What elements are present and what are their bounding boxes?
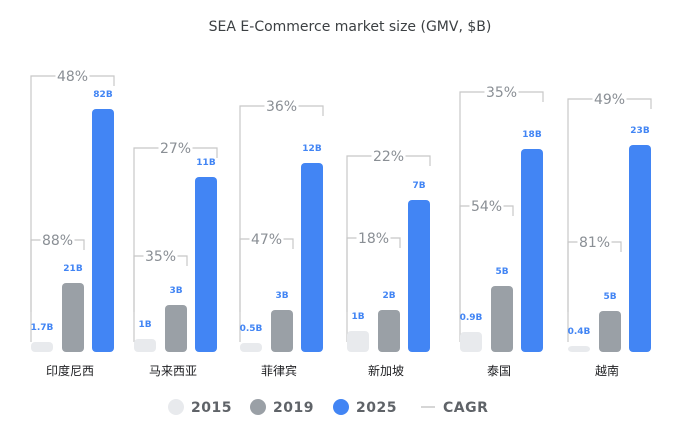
value-label-2025: 12B (302, 144, 322, 154)
cagr-label-2015-2019: 88% (42, 233, 73, 249)
legend-item: 2025 (333, 399, 397, 416)
category-label: 菲律宾 (261, 363, 297, 378)
bar-2025 (92, 109, 114, 352)
cagr-label-2015-2019: 54% (471, 199, 502, 215)
legend-label-2015: 2015 (191, 400, 232, 416)
bar-group: 35% 54% 0.9B 5B 18B 泰国 (459, 83, 544, 378)
cagr-label-bg (356, 229, 391, 247)
bar-group: 36% 47% 0.5B 3B 12B 菲律宾 (239, 97, 324, 378)
legend-swatch-2015 (168, 399, 184, 415)
cagr-label-2015-2019: 18% (358, 231, 389, 247)
cagr-label-2015-2025: 22% (373, 149, 404, 165)
cagr-label-2015-2025: 36% (266, 99, 297, 115)
legend-label-2025: 2025 (356, 400, 397, 416)
bar-group: 48% 88% 1.7B 21B 82B 印度尼西 (30, 67, 115, 378)
value-label-2025: 11B (196, 158, 216, 168)
bar-group: 27% 35% 1B 3B 11B 马来西亚 (133, 139, 218, 378)
value-label-2019: 5B (495, 267, 508, 277)
bar-2019 (62, 283, 84, 352)
bar-2015 (347, 331, 369, 352)
legend: 2015 2019 2025 CAGR (168, 399, 488, 416)
bar-2019 (165, 305, 187, 352)
value-label-2019: 2B (382, 291, 395, 301)
value-label-2025: 82B (93, 90, 113, 100)
cagr-label-2015-2025: 27% (160, 141, 191, 157)
cagr-label-bg (249, 230, 284, 248)
value-label-2019: 21B (63, 264, 83, 274)
cagr-label-bg (55, 67, 90, 85)
cagr-label-bg (264, 97, 299, 115)
value-label-2025: 23B (630, 126, 650, 136)
chart-title: SEA E-Commerce market size (GMV, $B) (209, 19, 492, 35)
category-label: 泰国 (487, 364, 511, 378)
bar-2015 (568, 346, 590, 352)
cagr-label-bg (577, 233, 612, 251)
bar-group: 22% 18% 1B 2B 7B 新加坡 (346, 147, 431, 378)
bar-2025 (629, 145, 651, 352)
legend-item: 2015 (168, 399, 232, 416)
cagr-label-2015-2019: 47% (251, 232, 282, 248)
bar-2019 (271, 310, 293, 352)
value-label-2015: 0.5B (240, 324, 263, 334)
category-label: 印度尼西 (46, 363, 94, 378)
bar-2025 (195, 177, 217, 352)
value-label-2025: 18B (522, 130, 542, 140)
bar-2015 (134, 339, 156, 352)
cagr-label-2015-2019: 81% (579, 235, 610, 251)
value-label-2019: 3B (169, 286, 182, 296)
bar-2019 (378, 310, 400, 352)
cagr-label-bg (484, 83, 519, 101)
legend-swatch-2019 (250, 399, 266, 415)
value-label-2019: 5B (603, 292, 616, 302)
bar-2019 (599, 311, 621, 352)
bar-2025 (301, 163, 323, 352)
value-label-2015: 0.9B (460, 313, 483, 323)
value-label-2019: 3B (275, 291, 288, 301)
legend-label-2019: 2019 (273, 400, 314, 416)
bar-2015 (460, 332, 482, 352)
value-label-2015: 1.7B (31, 323, 54, 333)
cagr-label-bg (143, 247, 178, 265)
bar-2019 (491, 286, 513, 352)
cagr-label-bg (592, 90, 627, 108)
legend-swatch-2025 (333, 399, 349, 415)
value-label-2015: 0.4B (568, 327, 591, 337)
value-label-2025: 7B (412, 181, 425, 191)
cagr-label-2015-2025: 49% (594, 92, 625, 108)
cagr-label-bg (158, 139, 193, 157)
bar-groups: 48% 88% 1.7B 21B 82B 印度尼西 27% 35% 1B 3B 11B 马来西亚 36%… (30, 67, 652, 378)
cagr-label-bg (371, 147, 406, 165)
legend-item: 2019 (250, 399, 314, 416)
cagr-label-bg (40, 231, 75, 249)
cagr-label-bg (469, 197, 504, 215)
bar-group: 49% 81% 0.4B 5B 23B 越南 (567, 90, 652, 378)
cagr-label-2015-2019: 35% (145, 249, 176, 265)
cagr-label-2015-2025: 48% (57, 69, 88, 85)
category-label: 越南 (595, 363, 619, 378)
bar-2015 (240, 343, 262, 352)
bar-2015 (31, 342, 53, 352)
value-label-2015: 1B (138, 320, 151, 330)
bar-2025 (521, 149, 543, 352)
category-label: 马来西亚 (149, 364, 197, 378)
legend-label-CAGR: CAGR (443, 400, 488, 416)
bar-2025 (408, 200, 430, 352)
category-label: 新加坡 (368, 363, 404, 378)
value-label-2015: 1B (351, 312, 364, 322)
cagr-label-2015-2025: 35% (486, 85, 517, 101)
cagr-bracket-2015-2019 (239, 238, 294, 312)
legend-item: CAGR (421, 400, 488, 416)
